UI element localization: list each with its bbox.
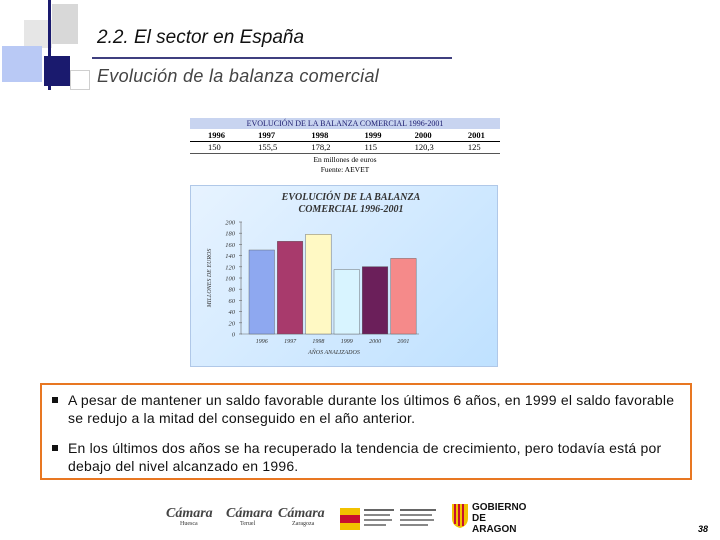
decorative-block xyxy=(24,20,52,48)
logo-city: Teruel xyxy=(240,521,256,527)
x-tick-label: 2000 xyxy=(369,339,381,345)
bar-2001 xyxy=(390,258,417,335)
table-body: 1996 1997 1998 1999 2000 2001 150 155,5 … xyxy=(190,129,500,154)
page-number: 38 xyxy=(698,524,709,534)
logo-text: Cámara xyxy=(166,506,213,521)
bullet-square-icon xyxy=(52,445,58,451)
decorative-block xyxy=(2,46,42,82)
logo-text: Cámara xyxy=(278,506,325,521)
table-title: EVOLUCIÓN DE LA BALANZA COMERCIAL 1996-2… xyxy=(190,118,500,129)
table-cell: 2000 xyxy=(396,129,450,142)
bar-chart: EVOLUCIÓN DE LA BALANZA COMERCIAL 1996-2… xyxy=(190,185,498,367)
ministry-emblem-icon xyxy=(340,508,436,530)
x-tick-label: 1998 xyxy=(312,339,324,345)
table-units-note: En millones de euros xyxy=(313,154,377,164)
logo-text: DE ARAGON xyxy=(472,513,517,535)
x-tick-label: 2001 xyxy=(397,339,409,345)
decorative-line xyxy=(48,0,51,90)
y-tick-label: 80 xyxy=(229,287,236,294)
y-tick-label: 200 xyxy=(225,220,236,227)
decorative-block xyxy=(70,70,90,90)
logo-city: Zaragoza xyxy=(292,521,315,527)
table-row-values: 150 155,5 178,2 115 120,3 125 xyxy=(190,141,500,154)
table-cell: 115 xyxy=(346,141,397,154)
header-divider xyxy=(92,57,452,59)
bar-2000 xyxy=(362,266,389,335)
logo-city: Huesca xyxy=(180,521,198,527)
decorative-block xyxy=(44,56,70,86)
table-cell: 1998 xyxy=(293,129,347,142)
table-cell: 178,2 xyxy=(293,141,347,154)
table-cell: 150 xyxy=(190,141,241,154)
bar-1998 xyxy=(305,234,332,335)
camara-huesca-logo: Cámara Huesca xyxy=(166,504,213,527)
balance-table: EVOLUCIÓN DE LA BALANZA COMERCIAL 1996-2… xyxy=(190,118,500,174)
bullet-item: A pesar de mantener un saldo favorable d… xyxy=(52,391,676,427)
bullet-text: A pesar de mantener un saldo favorable d… xyxy=(68,392,675,426)
chart-title-line: COMERCIAL 1996-2001 xyxy=(298,204,404,215)
bullet-item: En los últimos dos años se ha recuperado… xyxy=(52,439,676,475)
camara-teruel-logo: Cámara Teruel xyxy=(226,504,273,527)
bar-1999 xyxy=(333,269,360,335)
bullet-square-icon xyxy=(52,397,58,403)
gobierno-aragon-logo: GOBIERNO DE ARAGON xyxy=(472,502,526,535)
logo-text: Cámara xyxy=(226,506,273,521)
y-tick-label: 20 xyxy=(229,320,236,327)
camara-zaragoza-logo: Cámara Zaragoza xyxy=(278,504,325,527)
y-tick-label: 180 xyxy=(225,231,236,238)
y-tick-label: 120 xyxy=(225,264,236,271)
y-axis-title: MILLONES DE EUROS xyxy=(207,249,213,309)
chart-title-line: EVOLUCIÓN DE LA BALANZA xyxy=(281,192,421,203)
table-source-note: Fuente: AEVET xyxy=(320,164,370,174)
y-tick-label: 40 xyxy=(229,309,236,316)
commentary-box: A pesar de mantener un saldo favorable d… xyxy=(40,383,692,480)
page-title: 2.2. El sector en España xyxy=(97,27,305,48)
table-cell: 125 xyxy=(449,141,500,154)
table-cell: 2001 xyxy=(449,129,500,142)
x-axis-title: AÑOS ANALIZADOS xyxy=(307,348,360,356)
table-cell: 120,3 xyxy=(396,141,450,154)
page-subtitle: Evolución de la balanza comercial xyxy=(97,66,380,86)
chart-title: EVOLUCIÓN DE LA BALANZA COMERCIAL 1996-2… xyxy=(251,192,451,216)
aragon-shield-icon xyxy=(452,504,468,528)
decorative-block xyxy=(52,4,78,44)
chart-canvas: 0 20 40 60 80 100 120 140 160 180 200 MILLONES DE E… xyxy=(207,220,419,356)
y-tick-label: 140 xyxy=(225,253,236,260)
table-cell: 1997 xyxy=(240,129,294,142)
x-tick-label: 1999 xyxy=(341,339,353,345)
bullet-text: En los últimos dos años se ha recuperado… xyxy=(68,440,662,474)
y-tick-label: 60 xyxy=(229,298,236,305)
y-tick-label: 100 xyxy=(225,276,236,283)
table-row-years: 1996 1997 1998 1999 2000 2001 xyxy=(190,129,500,142)
bar-1996 xyxy=(248,249,275,335)
logo-text: GOBIERNO xyxy=(472,502,527,513)
table-cell: 155,5 xyxy=(240,141,294,154)
table-cell: 1996 xyxy=(190,129,241,142)
x-tick-label: 1996 xyxy=(256,339,268,345)
x-tick-label: 1997 xyxy=(284,339,297,345)
bar-1997 xyxy=(277,241,304,335)
y-tick-label: 160 xyxy=(225,242,236,249)
y-tick-label: 0 xyxy=(232,332,236,339)
table-cell: 1999 xyxy=(346,129,397,142)
